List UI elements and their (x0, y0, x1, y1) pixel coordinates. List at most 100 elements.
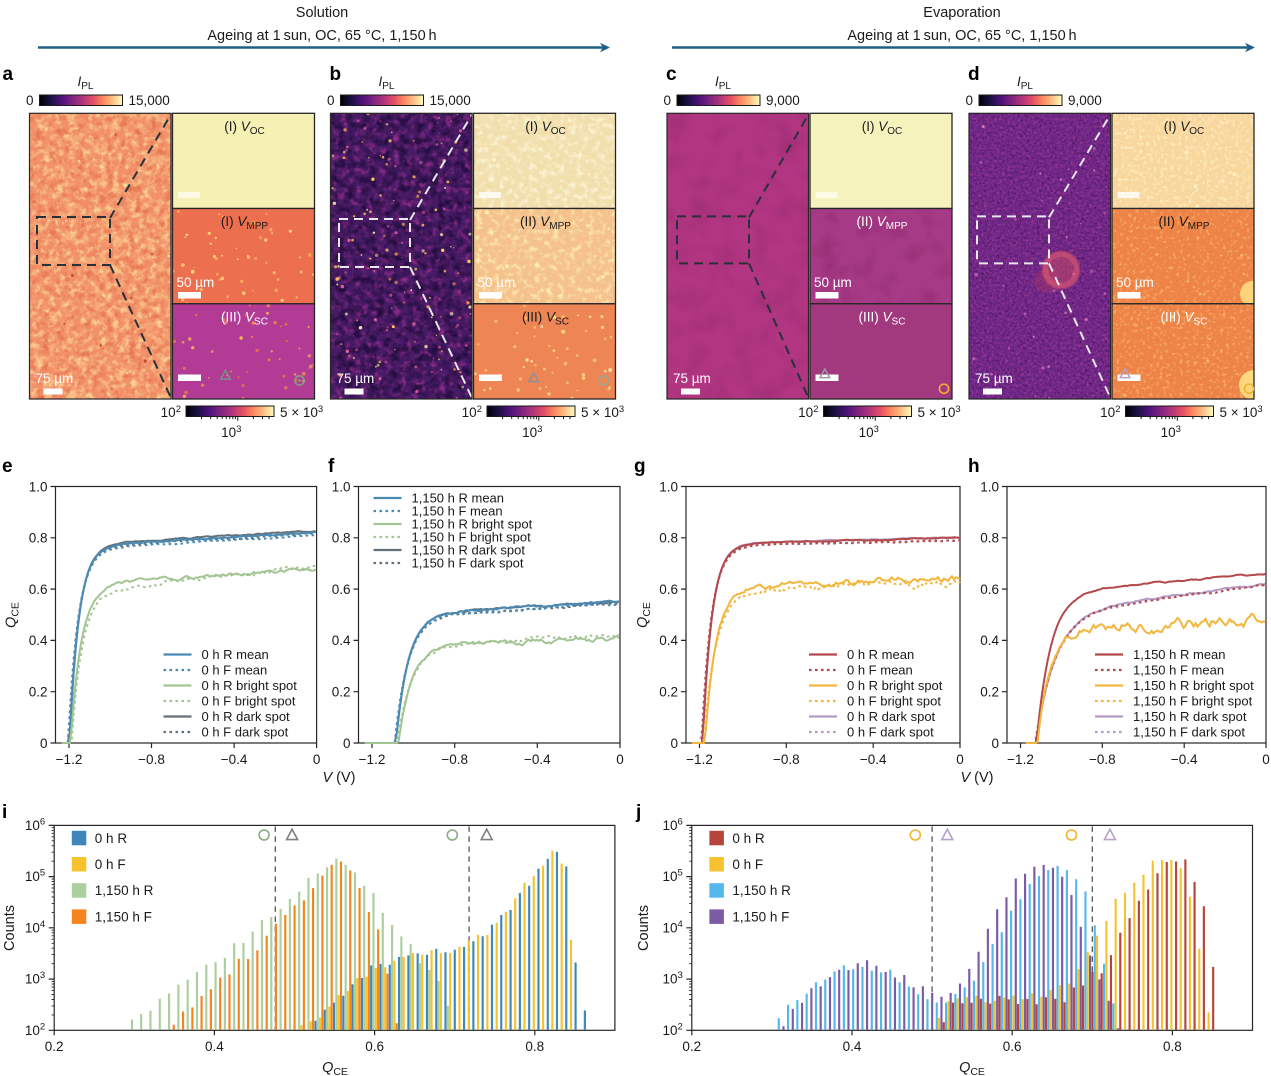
svg-text:IPL: IPL (715, 74, 731, 92)
svg-text:0 h R bright spot: 0 h R bright spot (847, 678, 943, 693)
svg-text:0 h R dark spot: 0 h R dark spot (202, 709, 291, 724)
svg-text:0.2: 0.2 (659, 685, 678, 700)
svg-text:0 h R: 0 h R (732, 831, 765, 846)
svg-text:0.4: 0.4 (980, 633, 999, 648)
svg-text:0: 0 (965, 93, 973, 108)
svg-text:IPL: IPL (1017, 74, 1033, 92)
svg-text:IPL: IPL (78, 74, 94, 92)
svg-text:0.8: 0.8 (1163, 1039, 1182, 1054)
svg-text:1,150 h R mean: 1,150 h R mean (1133, 647, 1226, 662)
svg-text:1,150 h R: 1,150 h R (732, 883, 791, 898)
svg-text:0.4: 0.4 (843, 1039, 862, 1054)
svg-text:d: d (968, 64, 980, 85)
svg-text:0.6: 0.6 (1003, 1039, 1022, 1054)
svg-text:1,150 h F mean: 1,150 h F mean (412, 504, 503, 519)
svg-text:−0.4: −0.4 (1171, 752, 1198, 767)
svg-text:0.4: 0.4 (205, 1039, 224, 1054)
svg-text:0 h R: 0 h R (95, 831, 128, 846)
svg-text:−0.8: −0.8 (773, 752, 800, 767)
svg-text:IPL: IPL (379, 74, 395, 92)
svg-text:0.2: 0.2 (29, 685, 48, 700)
svg-text:0.6: 0.6 (29, 582, 48, 597)
svg-text:1,150 h F: 1,150 h F (95, 909, 152, 924)
svg-text:50 µm: 50 µm (177, 275, 215, 290)
svg-text:0: 0 (26, 93, 34, 108)
svg-text:c: c (666, 64, 677, 85)
svg-text:a: a (3, 64, 14, 85)
svg-text:1,150 h R bright spot: 1,150 h R bright spot (412, 517, 533, 532)
svg-text:1,150 h F bright spot: 1,150 h F bright spot (412, 530, 532, 545)
svg-text:5 × 103: 5 × 103 (280, 404, 323, 420)
svg-text:QCE: QCE (635, 602, 653, 628)
svg-text:Counts: Counts (636, 905, 652, 951)
svg-text:1,150 h R dark spot: 1,150 h R dark spot (412, 543, 526, 558)
svg-text:0: 0 (40, 736, 48, 751)
svg-text:Ageing at 1 sun, OC, 65 °C, 1,: Ageing at 1 sun, OC, 65 °C, 1,150 h (207, 28, 436, 44)
svg-text:b: b (330, 64, 342, 85)
svg-text:f: f (328, 456, 335, 477)
svg-text:0.4: 0.4 (332, 633, 351, 648)
svg-text:5 × 103: 5 × 103 (918, 404, 961, 420)
svg-text:0.6: 0.6 (365, 1039, 384, 1054)
svg-text:0.6: 0.6 (332, 582, 351, 597)
svg-text:75 µm: 75 µm (36, 371, 74, 386)
svg-text:0 h F mean: 0 h F mean (202, 663, 268, 678)
svg-text:9,000: 9,000 (1068, 93, 1102, 108)
svg-text:0.6: 0.6 (980, 582, 999, 597)
svg-text:Counts: Counts (2, 905, 18, 951)
svg-text:1.0: 1.0 (980, 479, 999, 494)
svg-text:−1.2: −1.2 (56, 752, 83, 767)
svg-text:QCE: QCE (4, 602, 22, 628)
svg-text:e: e (2, 456, 13, 477)
svg-text:1,150 h R mean: 1,150 h R mean (412, 491, 505, 506)
svg-text:Solution: Solution (296, 5, 348, 21)
svg-text:1.0: 1.0 (659, 479, 678, 494)
svg-text:1.0: 1.0 (29, 479, 48, 494)
svg-text:1,150 h R dark spot: 1,150 h R dark spot (1133, 709, 1247, 724)
svg-text:0 h F dark spot: 0 h F dark spot (847, 725, 934, 740)
svg-text:1.0: 1.0 (332, 479, 351, 494)
svg-text:1,150 h F bright spot: 1,150 h F bright spot (1133, 694, 1253, 709)
svg-text:0 h F mean: 0 h F mean (847, 663, 913, 678)
svg-text:75 µm: 75 µm (975, 371, 1013, 386)
svg-text:−0.8: −0.8 (1089, 752, 1116, 767)
svg-text:0 h R mean: 0 h R mean (202, 647, 269, 662)
svg-text:0: 0 (327, 93, 335, 108)
svg-text:0.2: 0.2 (980, 685, 999, 700)
svg-text:50 µm: 50 µm (478, 275, 516, 290)
svg-text:0.2: 0.2 (682, 1039, 701, 1054)
svg-text:0: 0 (956, 752, 964, 767)
svg-text:h: h (968, 456, 980, 477)
svg-text:5 × 103: 5 × 103 (1220, 404, 1263, 420)
svg-text:g: g (634, 456, 646, 477)
svg-text:1,150 h F mean: 1,150 h F mean (1133, 663, 1224, 678)
svg-text:9,000: 9,000 (766, 93, 800, 108)
svg-text:V (V): V (V) (322, 770, 355, 786)
svg-text:0.4: 0.4 (659, 633, 678, 648)
svg-text:−0.4: −0.4 (860, 752, 887, 767)
svg-text:1,150 h F: 1,150 h F (732, 909, 789, 924)
svg-text:−0.8: −0.8 (441, 752, 468, 767)
svg-text:QCE: QCE (322, 1060, 348, 1076)
svg-text:0 h R bright spot: 0 h R bright spot (202, 678, 298, 693)
svg-text:1,150 h R bright spot: 1,150 h R bright spot (1133, 678, 1254, 693)
svg-text:−0.4: −0.4 (221, 752, 248, 767)
svg-text:Evaporation: Evaporation (923, 5, 1000, 21)
svg-text:−0.4: −0.4 (524, 752, 551, 767)
svg-text:5 × 103: 5 × 103 (581, 404, 624, 420)
svg-text:1,150 h F dark spot: 1,150 h F dark spot (412, 556, 524, 571)
svg-text:i: i (2, 802, 7, 823)
svg-text:1,150 h R: 1,150 h R (95, 883, 154, 898)
svg-text:j: j (635, 802, 641, 823)
svg-text:0.8: 0.8 (29, 531, 48, 546)
svg-text:−1.2: −1.2 (1007, 752, 1034, 767)
svg-text:0: 0 (1262, 752, 1270, 767)
svg-text:0.2: 0.2 (332, 685, 351, 700)
svg-text:75 µm: 75 µm (673, 371, 711, 386)
svg-text:50 µm: 50 µm (814, 275, 852, 290)
svg-text:0: 0 (343, 736, 351, 751)
svg-text:0 h F bright spot: 0 h F bright spot (847, 694, 941, 709)
svg-text:V (V): V (V) (960, 770, 993, 786)
svg-text:15,000: 15,000 (129, 93, 170, 108)
svg-text:0 h R dark spot: 0 h R dark spot (847, 709, 936, 724)
